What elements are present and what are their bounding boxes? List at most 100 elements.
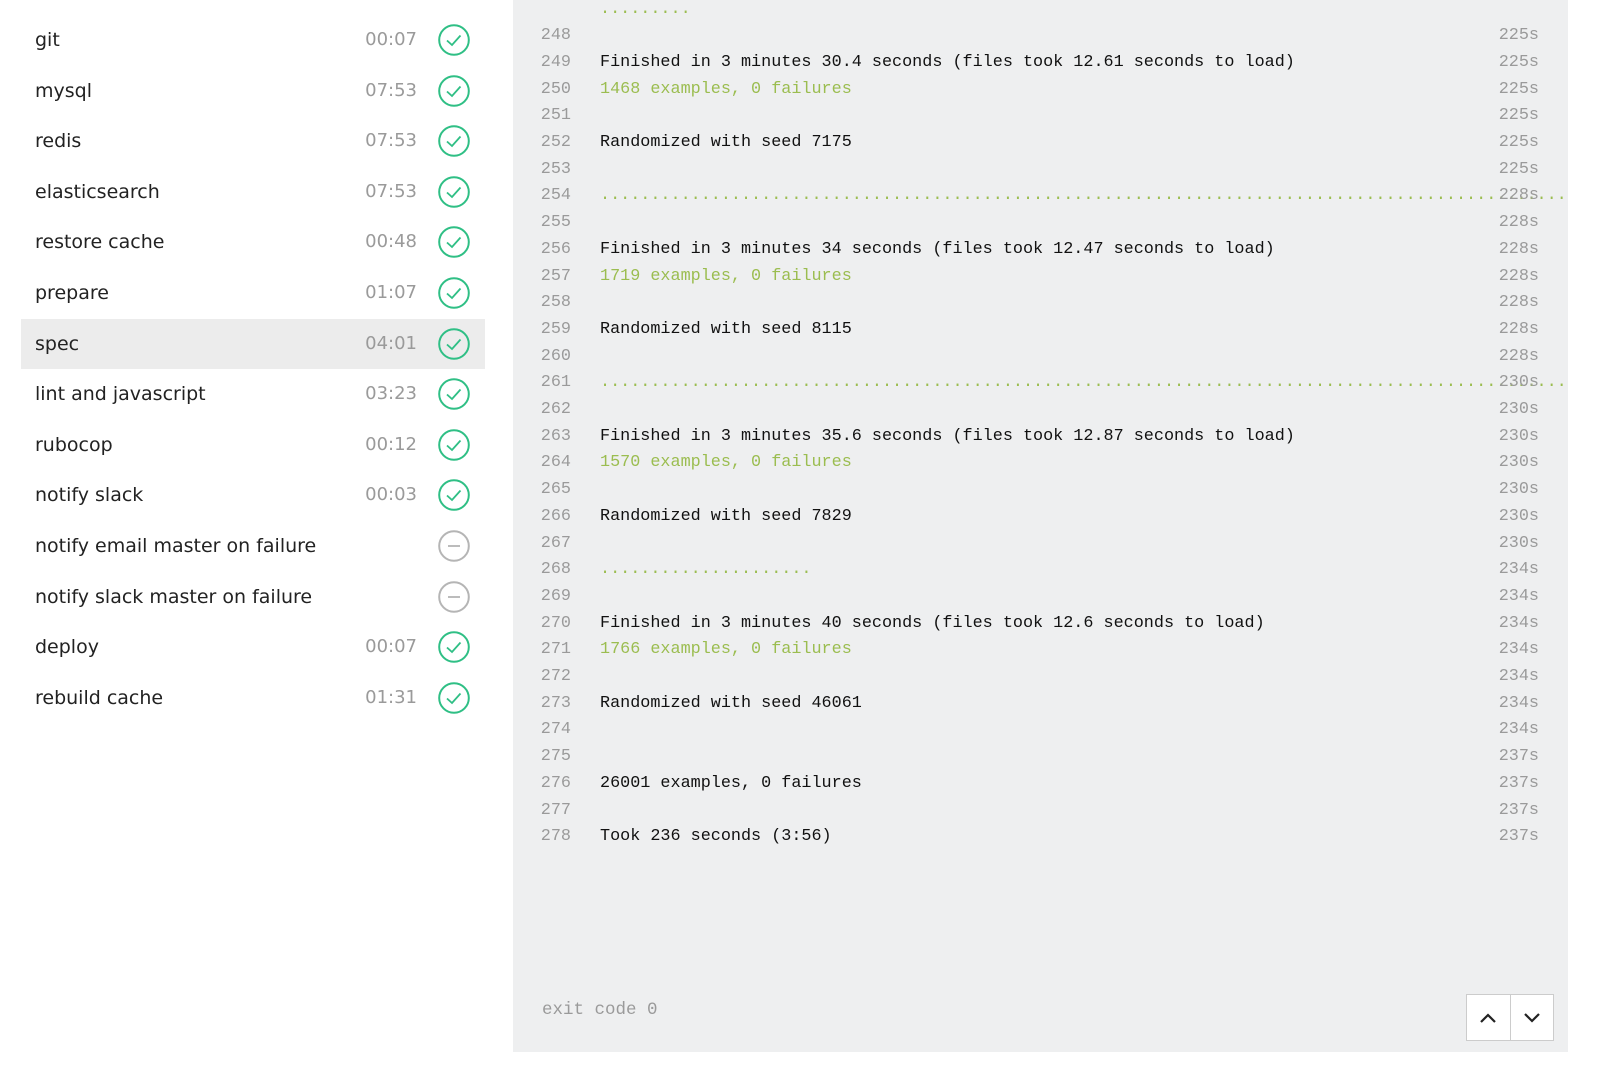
line-text: Randomized with seed 8115 bbox=[600, 319, 852, 339]
log-line: 273 Randomized with seed 46061 234s bbox=[513, 691, 1568, 718]
line-number: 252 bbox=[540, 133, 571, 153]
step-duration: 07:53 bbox=[365, 130, 417, 152]
step-item[interactable]: deploy 00:07 bbox=[21, 622, 485, 673]
status-icon bbox=[438, 277, 470, 309]
step-item[interactable]: elasticsearch 07:53 bbox=[21, 167, 485, 218]
line-time: 228s bbox=[1498, 266, 1539, 286]
log-line: 272 234s bbox=[513, 664, 1568, 691]
line-text: ........................................… bbox=[600, 186, 1568, 206]
line-text: ......... bbox=[600, 0, 691, 19]
line-time: 225s bbox=[1498, 79, 1539, 99]
line-number: 254 bbox=[540, 186, 571, 206]
step-duration: 00:12 bbox=[365, 433, 417, 455]
line-text: ........................................… bbox=[600, 373, 1568, 393]
down-icon bbox=[1523, 1012, 1540, 1023]
line-number: 249 bbox=[540, 53, 571, 72]
scroll-down-button[interactable] bbox=[1509, 995, 1554, 1040]
step-name: git bbox=[35, 29, 60, 51]
log-line: 275 237s bbox=[513, 744, 1568, 771]
up-icon bbox=[1480, 1012, 1497, 1023]
line-number: 248 bbox=[540, 26, 571, 46]
line-text: Randomized with seed 7829 bbox=[600, 506, 852, 526]
step-item[interactable]: spec 04:01 bbox=[21, 318, 485, 370]
log-line: 268..................... 234s bbox=[513, 557, 1568, 584]
line-number: 259 bbox=[540, 319, 571, 339]
line-text: Finished in 3 minutes 35.6 seconds (file… bbox=[600, 426, 1295, 446]
line-number: 257 bbox=[540, 266, 571, 286]
step-item[interactable]: rebuild cache 01:31 bbox=[21, 673, 485, 724]
line-time: 230s bbox=[1498, 480, 1539, 500]
log-line: 251 225s bbox=[513, 103, 1568, 130]
status-icon bbox=[438, 125, 470, 157]
line-time: 237s bbox=[1498, 827, 1539, 847]
line-time: 234s bbox=[1498, 720, 1539, 740]
step-item[interactable]: rubocop 00:12 bbox=[21, 420, 485, 471]
line-text: 1766 examples, 0 failures bbox=[600, 640, 852, 660]
log-line: 248 225s bbox=[513, 23, 1568, 50]
line-number: 278 bbox=[540, 827, 571, 847]
step-name: notify slack master on failure bbox=[35, 585, 313, 608]
log-line: 266 Randomized with seed 7829 230s bbox=[513, 504, 1568, 531]
step-item[interactable]: redis 07:53 bbox=[21, 116, 485, 167]
step-item[interactable]: notify email master on failure bbox=[21, 521, 485, 572]
step-item[interactable]: prepare 01:07 bbox=[21, 268, 485, 319]
step-name: rebuild cache bbox=[35, 686, 164, 709]
line-time: 230s bbox=[1498, 453, 1539, 473]
line-number: 274 bbox=[540, 720, 571, 740]
line-number: 271 bbox=[540, 640, 571, 660]
line-number: 264 bbox=[540, 453, 571, 473]
step-duration: 00:07 bbox=[365, 29, 417, 50]
line-time: 237s bbox=[1498, 800, 1539, 820]
line-number: 263 bbox=[540, 426, 571, 446]
step-item[interactable]: notify slack master on failure bbox=[21, 572, 485, 623]
step-name: lint and javascript bbox=[35, 383, 206, 406]
line-time: 230s bbox=[1498, 533, 1539, 553]
log-line: 277 237s bbox=[513, 798, 1568, 825]
step-item[interactable]: mysql 07:53 bbox=[21, 66, 485, 117]
line-number: 260 bbox=[540, 346, 571, 366]
line-number: 270 bbox=[540, 613, 571, 633]
step-item[interactable]: restore cache 00:48 bbox=[21, 217, 485, 268]
line-time: 234s bbox=[1498, 693, 1539, 713]
exit-code: exit code 0 bbox=[542, 1000, 658, 1020]
line-time: 225s bbox=[1498, 26, 1539, 46]
line-time: 234s bbox=[1498, 586, 1539, 606]
line-text: Finished in 3 minutes 40 seconds (files … bbox=[600, 613, 1265, 633]
step-duration: 03:23 bbox=[365, 383, 417, 405]
scroll-up-button[interactable] bbox=[1467, 995, 1510, 1040]
log-line: 267 230s bbox=[513, 531, 1568, 558]
status-icon bbox=[438, 226, 470, 259]
log-line: 250 1468 examples, 0 failures 225s bbox=[513, 77, 1568, 104]
line-time: 230s bbox=[1498, 426, 1539, 446]
line-time: 237s bbox=[1498, 773, 1539, 793]
step-item[interactable]: notify slack 00:03 bbox=[21, 470, 485, 521]
line-time: 225s bbox=[1498, 106, 1539, 126]
log-line: 249 Finished in 3 minutes 30.4 seconds (f… bbox=[513, 50, 1568, 77]
line-text: Randomized with seed 46061 bbox=[600, 693, 862, 713]
log-line: 261.....................................… bbox=[513, 370, 1568, 397]
line-number: 256 bbox=[540, 239, 571, 259]
line-text: 26001 examples, 0 failures bbox=[600, 773, 862, 793]
line-time: 228s bbox=[1498, 293, 1539, 313]
log-lines: ......... 248 225s 249 Finished in 3 minutes… bbox=[513, 0, 1568, 851]
step-name: redis bbox=[35, 130, 82, 153]
step-item[interactable]: git 00:07 bbox=[21, 15, 485, 66]
scroll-buttons bbox=[1466, 994, 1554, 1041]
log-line: 269 234s bbox=[513, 584, 1568, 611]
line-number: 277 bbox=[540, 800, 571, 820]
line-time: 225s bbox=[1498, 159, 1539, 179]
line-time: 230s bbox=[1498, 373, 1539, 393]
log-line: 252 Randomized with seed 7175 225s bbox=[513, 130, 1568, 157]
step-item[interactable]: lint and javascript 03:23 bbox=[21, 369, 485, 420]
line-number: 262 bbox=[540, 400, 571, 420]
step-duration: 01:07 bbox=[365, 281, 417, 303]
line-number: 275 bbox=[540, 747, 571, 767]
status-icon bbox=[438, 74, 470, 107]
line-time: 234s bbox=[1498, 667, 1539, 687]
step-name: notify email master on failure bbox=[35, 534, 317, 557]
step-name: elasticsearch bbox=[35, 180, 160, 203]
log-line: 271 1766 examples, 0 failures 234s bbox=[513, 637, 1568, 664]
status-icon bbox=[438, 580, 470, 613]
line-number: 250 bbox=[540, 79, 571, 99]
line-time: 234s bbox=[1498, 613, 1539, 633]
